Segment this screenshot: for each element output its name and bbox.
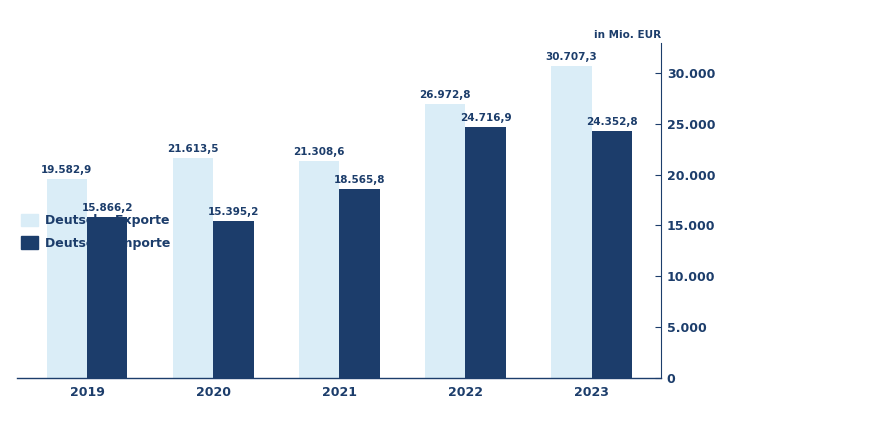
Text: 15.866,2: 15.866,2 [82, 202, 133, 213]
Text: 21.613,5: 21.613,5 [167, 144, 218, 154]
Text: 15.395,2: 15.395,2 [208, 207, 259, 218]
Bar [339, 189, 379, 378]
Bar [213, 221, 253, 378]
Bar [425, 104, 465, 378]
Text: 30.707,3: 30.707,3 [545, 52, 597, 62]
Text: in Mio. EUR: in Mio. EUR [594, 30, 660, 39]
Bar [591, 130, 631, 378]
Text: 19.582,9: 19.582,9 [41, 165, 92, 175]
Bar [465, 127, 505, 378]
Bar [173, 158, 213, 378]
Bar [47, 179, 87, 378]
Text: 21.308,6: 21.308,6 [293, 148, 344, 157]
Text: 24.716,9: 24.716,9 [460, 113, 511, 123]
Bar [551, 66, 591, 378]
Legend: Deutsche Exporte, Deutsche Importe: Deutsche Exporte, Deutsche Importe [17, 210, 174, 253]
Bar [87, 217, 127, 378]
Bar [299, 161, 339, 378]
Text: 26.972,8: 26.972,8 [419, 90, 470, 100]
Text: 24.352,8: 24.352,8 [585, 117, 637, 127]
Text: 18.565,8: 18.565,8 [334, 175, 385, 185]
